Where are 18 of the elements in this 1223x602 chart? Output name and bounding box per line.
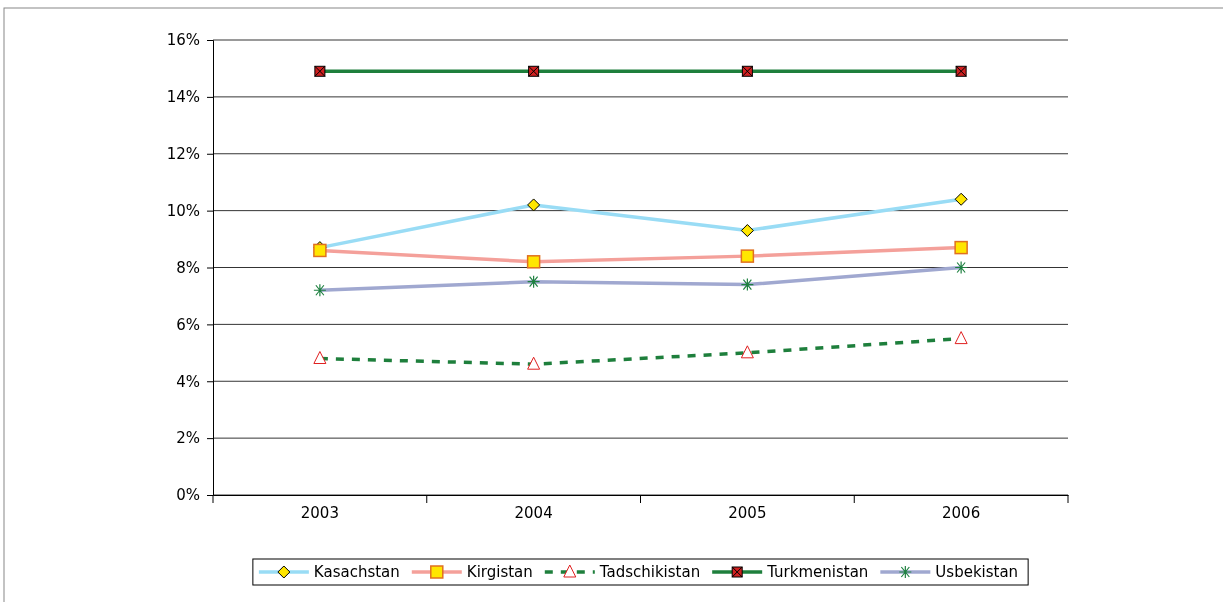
- y-tick-label: 2%: [176, 429, 200, 448]
- y-tick-label: 8%: [176, 258, 200, 277]
- x-tick-label: 2005: [728, 504, 767, 522]
- y-tick-label: 14%: [166, 88, 200, 107]
- legend-label: Kirgistan: [466, 563, 533, 581]
- x-tick-label: 2006: [942, 504, 981, 522]
- legend-label: Kasachstan: [313, 563, 400, 581]
- x-tick-label: 2004: [514, 504, 553, 522]
- y-tick-label: 12%: [166, 145, 200, 164]
- y-tick-label: 4%: [176, 372, 200, 391]
- legend-label: Usbekistan: [935, 563, 1019, 581]
- y-tick-label: 0%: [176, 486, 200, 505]
- legend-label: Tadschikistan: [598, 563, 701, 581]
- legend-label: Turkmenistan: [766, 563, 869, 581]
- y-tick-label: 6%: [176, 315, 200, 334]
- x-tick-label: 2003: [300, 504, 339, 522]
- y-tick-label: 16%: [166, 31, 200, 50]
- y-tick-label: 10%: [166, 201, 200, 220]
